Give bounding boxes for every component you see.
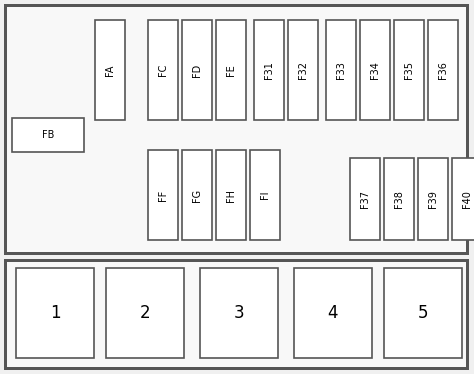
- Bar: [106, 268, 184, 358]
- Bar: [216, 150, 246, 240]
- Bar: [200, 268, 278, 358]
- Bar: [182, 150, 212, 240]
- Text: FC: FC: [158, 64, 168, 76]
- Text: FG: FG: [192, 188, 202, 202]
- Bar: [452, 158, 474, 240]
- Text: F38: F38: [394, 190, 404, 208]
- Text: F31: F31: [264, 61, 274, 79]
- Text: 5: 5: [418, 304, 428, 322]
- Text: FI: FI: [260, 191, 270, 199]
- Text: FB: FB: [42, 130, 54, 140]
- Bar: [148, 20, 178, 120]
- Bar: [384, 268, 462, 358]
- Bar: [384, 158, 414, 240]
- Text: F34: F34: [370, 61, 380, 79]
- Bar: [288, 20, 318, 120]
- Bar: [5, 5, 467, 253]
- Text: F39: F39: [428, 190, 438, 208]
- Text: FH: FH: [226, 188, 236, 202]
- Text: F36: F36: [438, 61, 448, 79]
- Bar: [254, 20, 284, 120]
- Bar: [428, 20, 458, 120]
- Bar: [16, 268, 94, 358]
- Text: F33: F33: [336, 61, 346, 79]
- Text: 3: 3: [234, 304, 244, 322]
- Bar: [360, 20, 390, 120]
- Bar: [326, 20, 356, 120]
- Bar: [250, 150, 280, 240]
- Text: F32: F32: [298, 61, 308, 79]
- Bar: [418, 158, 448, 240]
- Text: FF: FF: [158, 189, 168, 200]
- Text: FD: FD: [192, 63, 202, 77]
- Text: F35: F35: [404, 61, 414, 79]
- Bar: [216, 20, 246, 120]
- Text: 1: 1: [50, 304, 60, 322]
- Bar: [350, 158, 380, 240]
- Bar: [148, 150, 178, 240]
- Text: 4: 4: [328, 304, 338, 322]
- Bar: [12, 118, 84, 152]
- Bar: [5, 260, 467, 368]
- Bar: [182, 20, 212, 120]
- Bar: [394, 20, 424, 120]
- Text: F40: F40: [462, 190, 472, 208]
- Text: 2: 2: [140, 304, 150, 322]
- Text: FA: FA: [105, 64, 115, 76]
- Bar: [95, 20, 125, 120]
- Text: F37: F37: [360, 190, 370, 208]
- Bar: [294, 268, 372, 358]
- Text: FE: FE: [226, 64, 236, 76]
